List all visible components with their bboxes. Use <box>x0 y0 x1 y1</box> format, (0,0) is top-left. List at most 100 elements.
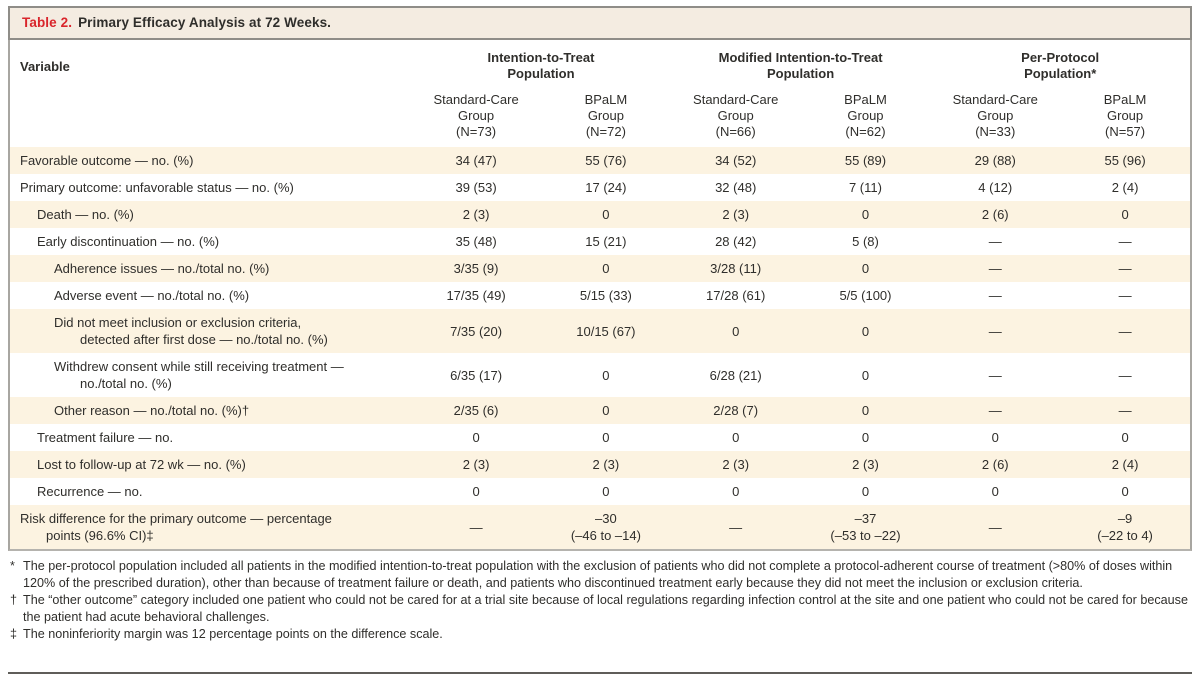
cell-value: 17/28 (61) <box>706 288 766 303</box>
row-label: Other reason — no./total no. (%)† <box>54 403 250 418</box>
row-label: Primary outcome: unfavorable status — no… <box>20 180 294 195</box>
cell-value: 10/15 (67) <box>576 323 636 339</box>
cell-value: 2/28 (7) <box>713 403 759 418</box>
row-label: Treatment failure — no. <box>37 430 174 445</box>
row-label: Adherence issues — no./total no. (%) <box>54 261 270 276</box>
cell-value: 3/28 (11) <box>710 261 762 276</box>
table-row: Death — no. (%) 2 (3) 0 2 (3) 0 2 (6) 0 <box>10 201 1190 228</box>
table-row: Treatment failure — no. 0 0 0 0 0 0 <box>10 424 1190 451</box>
cell-value: 55 (96) <box>1104 153 1146 168</box>
table-row: Early discontinuation — no. (%) 35 (48) 15… <box>10 228 1190 255</box>
cell-value: 5 (8) <box>852 234 879 249</box>
cell-value: 0 <box>861 323 870 339</box>
row-label: Recurrence — no. <box>37 484 143 499</box>
cell-value: 2 (4) <box>1111 457 1139 472</box>
cell-value: 0 <box>861 403 870 418</box>
row-label: Early discontinuation — no. (%) <box>37 234 220 249</box>
footnote-marker: * <box>10 559 15 573</box>
cell-value: 2 (3) <box>462 207 490 222</box>
cell-value: 0 <box>732 484 740 499</box>
cell-value: –9 (–22 to 4) <box>1097 511 1153 543</box>
cell-value: 28 (42) <box>715 234 757 249</box>
cell-value: 2 (4) <box>1111 180 1139 195</box>
cell-value: 17/35 (49) <box>446 288 506 303</box>
cell-value: 0 <box>861 261 870 276</box>
cell-value: — <box>1118 323 1132 339</box>
cell-value: –30 (–46 to –14) <box>570 511 641 543</box>
cell-value: 5/15 (33) <box>579 288 632 303</box>
cell-value: 0 <box>602 261 610 276</box>
table-row: Lost to follow-up at 72 wk — no. (%) 2 (3… <box>10 451 1190 478</box>
row-label: Withdrew consent while still receiving t… <box>54 359 344 391</box>
bottom-rule <box>8 672 1192 674</box>
footnote-marker: † <box>10 593 18 607</box>
cell-value: 0 <box>861 430 870 445</box>
cell-value: — <box>1118 261 1132 276</box>
cell-value: 0 <box>602 367 610 383</box>
column-header-itt-standard-care: Standard-Care Group (N=73) <box>433 92 519 139</box>
cell-value: 34 (52) <box>715 153 757 168</box>
cell-value: 0 <box>602 207 610 222</box>
cell-value: 5/5 (100) <box>839 288 892 303</box>
cell-value: 0 <box>472 484 480 499</box>
cell-value: 0 <box>991 430 999 445</box>
row-label: Lost to follow-up at 72 wk — no. (%) <box>37 457 246 472</box>
cell-value: — <box>1118 288 1132 303</box>
footnotes: * The per-protocol population included a… <box>10 558 1190 643</box>
cell-value: 7/35 (20) <box>450 323 503 339</box>
table-row: Did not meet inclusion or exclusion crit… <box>10 309 1190 353</box>
cell-value: — <box>988 323 1002 339</box>
footnote-text: The per-protocol population included all… <box>23 559 1173 590</box>
cell-value: — <box>469 519 483 535</box>
group-header-itt: Intention-to-Treat Population <box>487 50 595 81</box>
cell-value: — <box>1118 234 1132 249</box>
cell-value: 34 (47) <box>455 153 497 168</box>
cell-value: — <box>729 519 743 535</box>
cell-value: — <box>1118 403 1132 418</box>
cell-value: 0 <box>861 367 870 383</box>
cell-value: 0 <box>1121 430 1129 445</box>
table-row: Risk difference for the primary outcome … <box>10 505 1190 549</box>
table-row: Adverse event — no./total no. (%) 17/35 (… <box>10 282 1190 309</box>
cell-value: 17 (24) <box>585 180 627 195</box>
cell-value: 55 (76) <box>585 153 627 168</box>
footnote-dagger: † The “other outcome” category included … <box>10 592 1190 625</box>
cell-value: — <box>988 403 1002 418</box>
cell-value: 3/35 (9) <box>453 261 499 276</box>
row-label: Favorable outcome — no. (%) <box>20 153 194 168</box>
cell-value: 0 <box>861 207 870 222</box>
cell-value: 2 (3) <box>722 457 750 472</box>
footnote-text: The “other outcome” category included on… <box>23 593 1188 624</box>
cell-value: — <box>1118 367 1132 383</box>
row-label: Risk difference for the primary outcome … <box>20 511 332 543</box>
cell-value: 7 (11) <box>848 180 882 195</box>
cell-value: 6/28 (21) <box>709 367 762 383</box>
footnote-marker: ‡ <box>10 627 18 641</box>
cell-value: — <box>988 367 1002 383</box>
cell-value: 2 (6) <box>981 207 1009 222</box>
table-body-box: Variable Intention-to-Treat Population M… <box>8 40 1192 551</box>
cell-value: 0 <box>602 430 610 445</box>
cell-value: — <box>988 234 1002 249</box>
cell-value: 2 (3) <box>592 457 620 472</box>
cell-value: 35 (48) <box>455 234 497 249</box>
table-row: Primary outcome: unfavorable status — no… <box>10 174 1190 201</box>
cell-value: 0 <box>991 484 999 499</box>
cell-value: — <box>988 519 1002 535</box>
column-header-pp-standard-care: Standard-Care Group (N=33) <box>952 92 1038 139</box>
sub-header-row: Standard-Care Group (N=73) BPaLM Group (… <box>10 92 1190 147</box>
cell-value: 0 <box>732 323 740 339</box>
cell-value: 0 <box>602 484 610 499</box>
variable-column-header: Variable <box>20 58 70 74</box>
cell-value: 2 (3) <box>722 207 750 222</box>
row-label: Adverse event — no./total no. (%) <box>54 288 250 303</box>
column-header-pp-bpalm: BPaLM Group (N=57) <box>1103 92 1147 139</box>
table-row: Withdrew consent while still receiving t… <box>10 353 1190 397</box>
cell-value: 2 (6) <box>981 457 1009 472</box>
cell-value: 15 (21) <box>585 234 627 249</box>
cell-value: 0 <box>1121 207 1129 222</box>
cell-value: 0 <box>472 430 480 445</box>
cell-value: — <box>988 288 1002 303</box>
cell-value: 55 (89) <box>844 153 887 168</box>
table-row: Other reason — no./total no. (%)† 2/35 (6… <box>10 397 1190 424</box>
